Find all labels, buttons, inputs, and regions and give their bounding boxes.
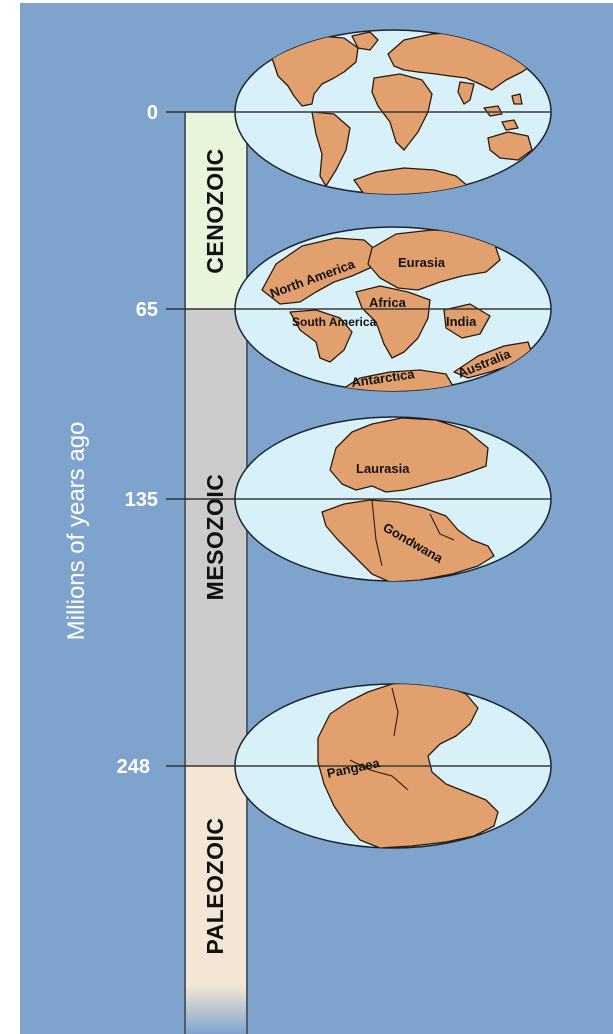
- era-bar-paleozoic: [186, 766, 246, 1034]
- tick-65: 65: [136, 299, 240, 321]
- globe-248-mya: Pangaea: [234, 683, 552, 849]
- label-laurasia: Laurasia: [356, 461, 410, 476]
- era-label-cenozoic: CENOZOIC: [202, 148, 228, 273]
- tick-248: 248: [117, 756, 240, 778]
- tick-135: 135: [125, 489, 240, 511]
- era-bar-mesozoic: [186, 309, 246, 766]
- globe-present-day: [234, 29, 552, 195]
- tick-label-0: 0: [147, 102, 158, 124]
- tick-label-248: 248: [117, 756, 150, 778]
- axis-label: Millions of years ago: [63, 422, 90, 641]
- tick-label-135: 135: [125, 489, 158, 511]
- label-eurasia: Eurasia: [398, 255, 446, 270]
- era-bar-cenozoic: [186, 112, 246, 309]
- tick-label-65: 65: [136, 299, 158, 321]
- label-india: India: [446, 314, 477, 329]
- label-africa: Africa: [369, 295, 407, 310]
- globe-135-mya: Laurasia Gondwana: [234, 416, 552, 582]
- era-label-paleozoic: PALEOZOIC: [202, 818, 228, 955]
- tick-0: 0: [147, 102, 240, 124]
- globe-65-mya: North America Eurasia Africa South Ameri…: [234, 226, 552, 392]
- label-south-america: South America: [292, 315, 377, 329]
- era-label-mesozoic: MESOZOIC: [202, 474, 228, 601]
